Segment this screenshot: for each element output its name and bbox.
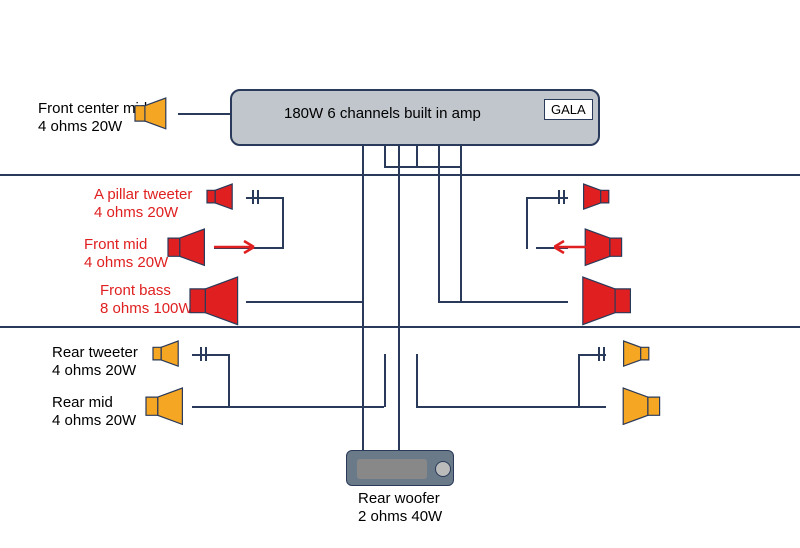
- wire: [362, 166, 364, 301]
- wire: [246, 301, 363, 303]
- wire: [228, 354, 230, 407]
- woofer-grille: [357, 459, 427, 479]
- wire: [0, 326, 800, 328]
- woofer-driver: [435, 461, 451, 477]
- capacitor-icon: [200, 347, 208, 361]
- wire: [416, 146, 418, 166]
- gala-badge: GALA: [544, 99, 593, 120]
- rear-mid-R-speaker-icon: [618, 388, 660, 424]
- wire: [0, 174, 800, 176]
- front-tweeter-L-speaker-icon: [207, 184, 236, 209]
- wire: [438, 166, 440, 301]
- rear-tweeter-R-speaker-icon: [620, 341, 649, 366]
- rear-woofer-unit: [346, 450, 454, 486]
- front-tweeter-R-speaker-icon: [580, 184, 609, 209]
- wire: [192, 354, 228, 356]
- label-text: A pillar tweeter4 ohms 20W: [94, 186, 192, 222]
- wire: [416, 354, 418, 407]
- capacitor-icon: [558, 190, 566, 204]
- label-text: Rear mid4 ohms 20W: [52, 394, 136, 430]
- wire: [526, 197, 528, 249]
- rear-tweeter-L-speaker-icon: [153, 341, 182, 366]
- wire: [398, 146, 400, 435]
- wire: [460, 146, 462, 166]
- direction-arrow-icon: [214, 239, 266, 255]
- capacitor-icon: [598, 347, 606, 361]
- label-text: Front bass8 ohms 100W: [100, 282, 193, 318]
- label-text: Front center mid4 ohms 20W: [38, 100, 147, 136]
- front-mid-L-speaker-icon: [168, 229, 210, 265]
- direction-arrow-icon: [554, 239, 606, 255]
- wire: [438, 301, 568, 303]
- front-bass-L-speaker-icon: [190, 277, 244, 325]
- rear-mid-L-speaker-icon: [146, 388, 188, 424]
- wire: [578, 354, 580, 407]
- label-text: Front mid4 ohms 20W: [84, 236, 168, 272]
- wire: [398, 435, 400, 451]
- front-bass-R-speaker-icon: [576, 277, 630, 325]
- amplifier-title: 180W 6 channels built in amp: [284, 105, 481, 122]
- front-center-mid-speaker-icon: [135, 98, 170, 129]
- capacitor-icon: [252, 190, 260, 204]
- wire: [438, 146, 440, 166]
- wire: [384, 354, 386, 407]
- wire: [282, 197, 284, 249]
- label-text: Rear tweeter4 ohms 20W: [52, 344, 138, 380]
- label-text: Rear woofer2 ohms 40W: [358, 490, 442, 526]
- wire: [192, 406, 384, 408]
- wire: [384, 146, 386, 166]
- wire: [178, 113, 230, 115]
- wire: [460, 166, 462, 301]
- wire: [384, 166, 462, 168]
